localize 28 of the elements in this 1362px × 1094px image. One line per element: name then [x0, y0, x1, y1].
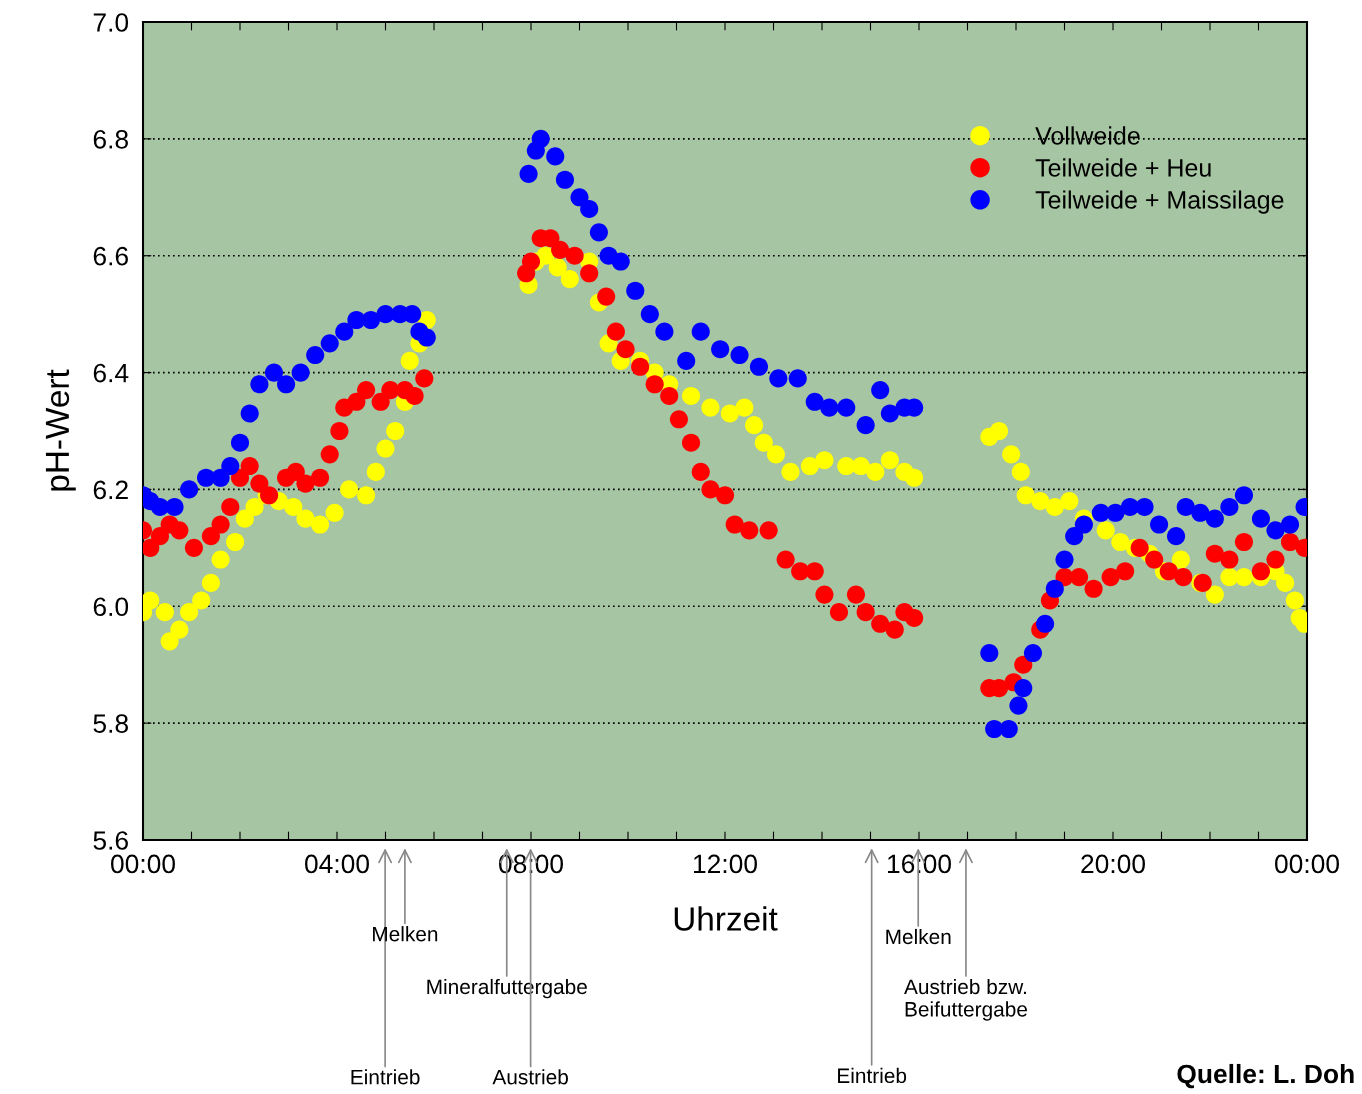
text: Mineralfuttergabe — [427, 978, 587, 999]
y-axis-title: pH-Wert — [45, 369, 76, 491]
y-tick-label: 6.2 — [93, 480, 128, 500]
x-tick-label: 16:00 — [888, 854, 951, 874]
x-tick-label: 12:00 — [694, 854, 757, 874]
text: Austrieb bzw. Beifuttergabe — [904, 978, 1027, 1021]
text: Eintrieb — [838, 1067, 907, 1084]
y-tick-label: 5.6 — [93, 831, 128, 850]
y-tick-label: 5.8 — [93, 714, 128, 733]
x-axis-title: Uhrzeit — [674, 906, 778, 931]
x-tick-label: 00:00 — [111, 854, 175, 874]
x-tick-label: 00:00 — [1275, 854, 1339, 874]
y-tick-label: 7.0 — [93, 13, 129, 32]
text: Eintrieb — [351, 1069, 420, 1085]
y-tick-label: 6.4 — [93, 363, 129, 383]
x-tick-label: 20:00 — [1081, 854, 1145, 874]
x-tick-label: 08:00 — [499, 854, 563, 874]
text: Melken — [373, 926, 438, 942]
y-tick-label: 6.8 — [93, 129, 128, 149]
y-tick-label: 6.0 — [93, 597, 129, 617]
x-tick-label: 04:00 — [305, 854, 369, 874]
y-tick-label: 6.6 — [93, 246, 128, 266]
source-note: Quelle: L. Doh — [1177, 1063, 1354, 1089]
legend-label: Teilweide + Maissilage — [1035, 190, 1284, 214]
legend-label: Vollweide — [1035, 126, 1140, 145]
text: Austrieb — [492, 1069, 568, 1085]
legend-label: Teilweide + Heu — [1035, 158, 1211, 177]
text: Melken — [886, 928, 951, 945]
